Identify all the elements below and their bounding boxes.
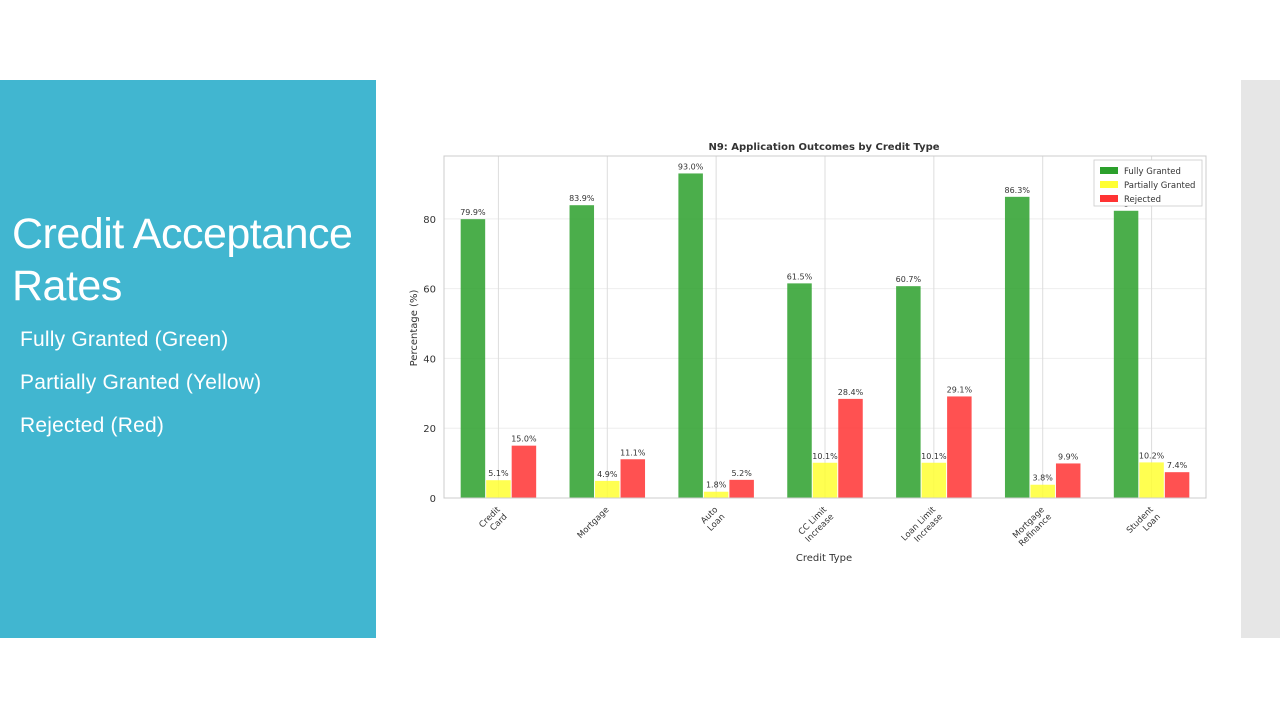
legend: Fully Granted Partially Granted Rejected xyxy=(1093,159,1203,207)
bar xyxy=(896,286,921,498)
data-labels: 79.9% 5.1% 15.0% 83.9% 4.9% 11.1% 93.0% 1.8% 5.2… xyxy=(460,162,1187,489)
legend-label: Partially Granted xyxy=(1124,181,1195,191)
data-label: 5.2% xyxy=(731,469,752,478)
bar xyxy=(838,398,863,498)
data-label: 4.9% xyxy=(597,470,618,479)
legend-label: Fully Granted xyxy=(1124,167,1181,177)
data-label: 60.7% xyxy=(896,275,922,284)
legend-swatch xyxy=(1100,195,1118,202)
bar xyxy=(947,396,972,498)
bar xyxy=(460,219,486,498)
bar xyxy=(678,173,703,498)
x-tick-label: Loan LimitIncrease xyxy=(900,505,946,551)
x-tick-label: CC LimitIncrease xyxy=(797,505,837,545)
data-label: 86.3% xyxy=(1005,186,1031,195)
x-tick-label: Mortgage xyxy=(576,505,612,541)
bar xyxy=(703,491,729,498)
data-label: 29.1% xyxy=(947,385,973,394)
data-label: 83.9% xyxy=(569,194,595,203)
right-strip xyxy=(1241,80,1280,638)
bar xyxy=(569,205,595,498)
x-axis-label: Credit Type xyxy=(796,553,852,564)
bar xyxy=(1004,196,1030,498)
y-tick-label: 20 xyxy=(423,424,436,435)
legend-swatch xyxy=(1100,181,1118,188)
bar xyxy=(787,283,812,498)
data-label: 61.5% xyxy=(787,272,813,281)
y-tick-label: 80 xyxy=(423,215,436,226)
legend-swatch xyxy=(1100,167,1118,174)
bar xyxy=(812,462,838,498)
x-tick-label: AutoLoan xyxy=(699,505,728,534)
data-label: 10.1% xyxy=(812,452,838,461)
y-tick-label: 60 xyxy=(423,285,436,296)
x-tick-label: MortgageRefinance xyxy=(1010,505,1054,549)
data-label: 9.9% xyxy=(1058,452,1079,461)
data-label: 10.2% xyxy=(1139,451,1165,460)
bar xyxy=(486,480,511,498)
bar xyxy=(1055,463,1081,498)
slide-title: Credit Acceptance Rates xyxy=(12,210,353,310)
bar xyxy=(729,479,754,498)
data-label: 93.0% xyxy=(678,162,704,171)
legend-label: Rejected xyxy=(1124,195,1161,205)
bar xyxy=(1113,210,1139,498)
bar xyxy=(1164,472,1190,498)
data-label: 28.4% xyxy=(838,388,864,397)
bar xyxy=(620,459,646,498)
bar xyxy=(1030,484,1055,498)
bullet-item: Rejected (Red) xyxy=(20,414,165,437)
data-label: 11.1% xyxy=(620,448,646,457)
x-tick-label: CreditCard xyxy=(477,505,510,538)
data-label: 79.9% xyxy=(460,208,486,217)
x-tick-label: StudentLoan xyxy=(1125,505,1163,543)
bar xyxy=(511,445,537,498)
bullet-list: Fully Granted (Green) Partially Granted … xyxy=(20,318,261,447)
data-label: 10.1% xyxy=(921,452,947,461)
bullet-item: Fully Granted (Green) xyxy=(20,328,229,351)
bar-chart: N9: Application Outcomes by Credit Type … xyxy=(409,142,1207,564)
data-label: 5.1% xyxy=(488,469,509,478)
bar xyxy=(921,462,947,498)
data-label: 1.8% xyxy=(706,481,727,490)
data-label: 3.8% xyxy=(1033,474,1054,483)
chart-title: N9: Application Outcomes by Credit Type xyxy=(708,142,939,153)
plot-frame xyxy=(443,155,1207,499)
y-tick-label: 40 xyxy=(423,354,436,365)
y-tick-label: 0 xyxy=(430,494,436,505)
data-label: 7.4% xyxy=(1167,461,1188,470)
bars xyxy=(460,173,1190,498)
grid xyxy=(444,156,1206,499)
bar xyxy=(595,480,620,498)
data-label: 15.0% xyxy=(511,435,537,444)
bullet-item: Partially Granted (Yellow) xyxy=(20,371,262,394)
y-axis-label: Percentage (%) xyxy=(409,290,420,367)
bar xyxy=(1139,462,1164,498)
side-panel: Credit Acceptance Rates Fully Granted (G… xyxy=(0,80,376,638)
